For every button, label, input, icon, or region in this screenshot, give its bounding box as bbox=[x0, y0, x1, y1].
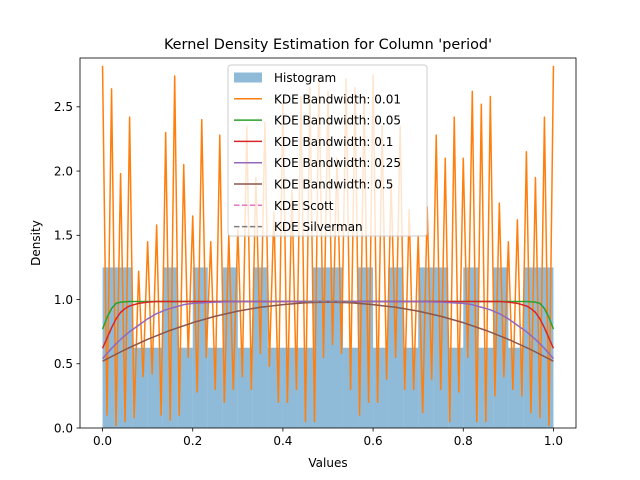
legend-label: KDE Silverman bbox=[274, 220, 363, 234]
y-tick-label: 1.0 bbox=[54, 293, 73, 307]
x-tick-label: 1.0 bbox=[544, 434, 563, 448]
x-tick-label: 0.0 bbox=[93, 434, 112, 448]
legend-label: KDE Bandwidth: 0.05 bbox=[274, 114, 401, 128]
x-tick-label: 0.2 bbox=[183, 434, 202, 448]
legend-label: KDE Scott bbox=[274, 199, 334, 213]
legend-items: Histogram KDE Bandwidth: 0.01 KDE Bandwidt… bbox=[234, 71, 401, 234]
kde-line bbox=[102, 301, 554, 362]
y-tick-label: 2.0 bbox=[54, 164, 73, 178]
y-tick-label: 0.0 bbox=[54, 421, 73, 435]
axes-frame bbox=[79, 57, 577, 429]
legend-label: KDE Bandwidth: 0.01 bbox=[274, 92, 401, 106]
histogram-bar bbox=[177, 347, 193, 428]
legend-frame bbox=[227, 64, 428, 237]
plot-area: 0.0 0.2 0.4 0.6 0.8 1.0 0.0 0.5 1.0 1.5 2.0 2.5 bbox=[54, 57, 577, 448]
x-tick-label: 0.6 bbox=[364, 434, 383, 448]
y-tick-label: 2.5 bbox=[54, 100, 73, 114]
chart-title: Kernel Density Estimation for Column 'pe… bbox=[164, 37, 492, 53]
legend-label: KDE Bandwidth: 0.1 bbox=[274, 135, 393, 149]
x-axis-ticks: 0.0 0.2 0.4 0.6 0.8 1.0 bbox=[93, 428, 563, 448]
y-tick-label: 1.5 bbox=[54, 229, 73, 243]
x-tick-label: 0.8 bbox=[454, 434, 473, 448]
legend-swatch bbox=[234, 72, 262, 83]
legend: Histogram KDE Bandwidth: 0.01 KDE Bandwidt… bbox=[227, 64, 428, 237]
legend-label: Histogram bbox=[274, 71, 336, 85]
y-tick-label: 0.5 bbox=[54, 357, 73, 371]
y-axis-label: Density bbox=[29, 220, 43, 266]
histogram-bar bbox=[523, 267, 539, 428]
x-axis-label: Values bbox=[308, 456, 347, 470]
x-tick-label: 0.4 bbox=[273, 434, 292, 448]
legend-label: KDE Bandwidth: 0.5 bbox=[274, 178, 393, 192]
histogram-bar bbox=[117, 267, 133, 428]
legend-label: KDE Bandwidth: 0.25 bbox=[274, 156, 401, 170]
y-axis-ticks: 0.0 0.5 1.0 1.5 2.0 2.5 bbox=[54, 100, 80, 435]
